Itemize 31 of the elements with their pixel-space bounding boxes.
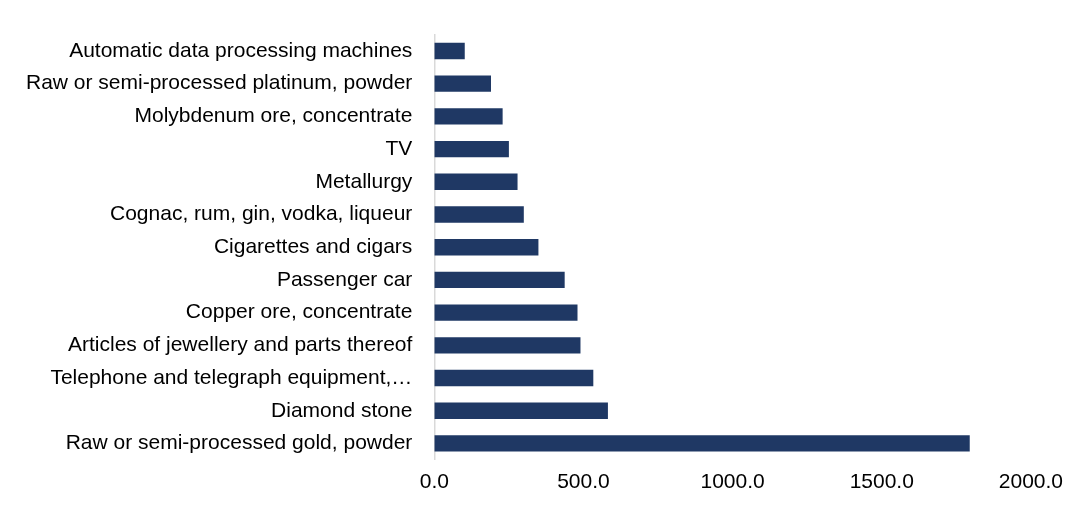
x-tick-label: 500.0: [557, 469, 610, 493]
y-tick-label: Copper ore, concentrate: [185, 299, 413, 323]
x-tick-label: 0.0: [419, 469, 449, 493]
bar: [434, 173, 518, 190]
y-tick-label: Diamond stone: [271, 397, 413, 421]
x-tick-label: 2000.0: [998, 469, 1063, 493]
y-tick-label: Articles of jewellery and parts thereof: [68, 332, 413, 356]
bar: [434, 402, 608, 419]
bar: [434, 42, 465, 60]
y-tick-label: Cigarettes and cigars: [213, 234, 413, 257]
bar: [434, 75, 491, 92]
y-tick-label: Automatic data processing machines: [69, 37, 413, 61]
bar: [434, 304, 578, 321]
y-tick-label: Cognac, rum, gin, vodka, liqueur: [110, 201, 413, 225]
bar: [434, 108, 503, 125]
y-tick-label: Metallurgy: [315, 168, 413, 192]
bar: [434, 140, 509, 158]
bar: [434, 239, 539, 256]
bar: [434, 337, 581, 354]
bar: [434, 271, 565, 289]
y-tick-label: Passenger car: [276, 266, 413, 290]
y-tick-label: Raw or semi-processed platinum, powder: [26, 70, 413, 94]
x-tick-label: 1500.0: [849, 469, 914, 493]
bar: [434, 435, 970, 452]
y-tick-label: Telephone and telegraph equipment,…: [50, 364, 413, 388]
y-tick-label: Raw or semi-processed gold, powder: [65, 430, 413, 454]
x-tick-label: 1000.0: [700, 469, 765, 493]
bar: [434, 206, 524, 223]
y-tick-label: TV: [385, 135, 413, 159]
y-tick-label: Molybdenum ore, concentrate: [134, 103, 413, 127]
bar: [434, 369, 594, 387]
